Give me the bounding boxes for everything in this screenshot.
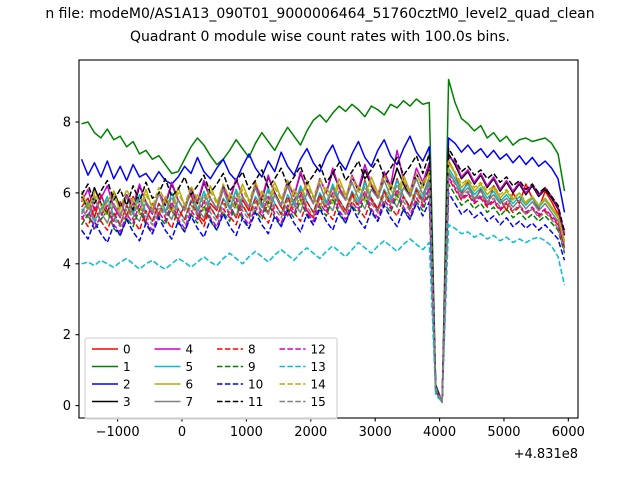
y-tick-label: 2: [63, 328, 71, 343]
series-line-4: [80, 149, 566, 403]
legend-label-9: 9: [248, 360, 256, 374]
series-line-14: [80, 160, 566, 403]
x-tick-label: 5000: [487, 425, 520, 440]
legend-label-0: 0: [123, 343, 131, 357]
legend-label-4: 4: [186, 343, 194, 357]
legend-label-15: 15: [311, 395, 326, 409]
y-tick-label: 8: [63, 116, 71, 131]
series-line-1: [81, 78, 566, 403]
series-line-9: [80, 183, 566, 403]
legend-label-10: 10: [248, 378, 263, 392]
x-tick-label: 1000: [230, 425, 263, 440]
x-axis-offset-text: +4.831e8: [514, 447, 578, 462]
x-axis-ticks: −1000 0 1000 2000 3000 4000 5000 6000: [96, 418, 585, 440]
series-line-6: [80, 162, 566, 403]
series-line-11: [80, 147, 566, 403]
series-line-15: [80, 172, 566, 403]
series-line-2: [80, 135, 566, 403]
x-tick-label: −1000: [96, 425, 140, 440]
y-axis-ticks: 0 2 4 6 8: [63, 116, 79, 414]
x-tick-label: 6000: [552, 425, 585, 440]
x-tick-label: 0: [178, 425, 186, 440]
series-line-12: [80, 176, 566, 403]
data-lines-layer: [80, 78, 566, 403]
legend-label-3: 3: [123, 395, 131, 409]
y-tick-label: 4: [63, 257, 71, 272]
legend-label-8: 8: [248, 343, 256, 357]
figure-suptitle: n file: modeM0/AS1A13_090T01_9000006464_…: [45, 6, 595, 22]
axes-title: Quadrant 0 module wise count rates with …: [130, 29, 510, 45]
legend-label-7: 7: [186, 395, 194, 409]
x-offset-label: +4.831e8: [514, 447, 578, 462]
legend-label-13: 13: [311, 360, 326, 374]
series-line-7: [80, 170, 566, 403]
legend-label-12: 12: [311, 343, 326, 357]
series-line-10: [80, 192, 566, 403]
legend-label-11: 11: [248, 395, 263, 409]
x-tick-label: 2000: [294, 425, 327, 440]
series-line-13: [81, 224, 566, 403]
legend-label-5: 5: [186, 360, 194, 374]
x-tick-label: 3000: [359, 425, 392, 440]
legend-label-6: 6: [186, 378, 194, 392]
x-tick-label: 4000: [423, 425, 456, 440]
y-tick-label: 6: [63, 186, 71, 201]
legend-label-14: 14: [311, 378, 326, 392]
y-tick-label: 0: [63, 399, 71, 414]
legend-label-1: 1: [123, 360, 131, 374]
legend-label-2: 2: [123, 378, 131, 392]
